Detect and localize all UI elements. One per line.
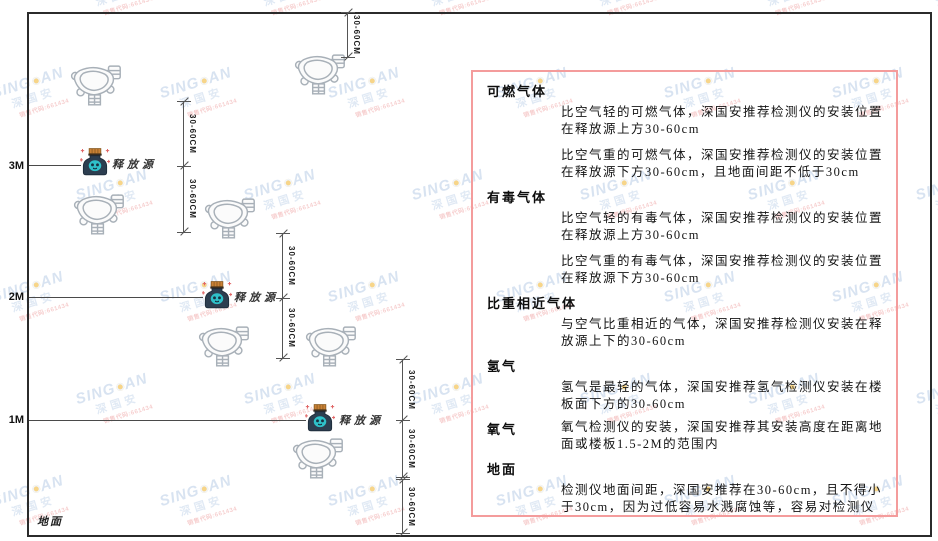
section-paragraph: 与空气比重相近的气体，深国安推荐检测仪安装在释放源上下的30-60cm [561,317,884,348]
section-paragraph: 氢气是最轻的气体，深国安推荐氢气检测仪安装在楼板面下方的30-60cm [561,380,884,411]
leader-line-2m [29,297,203,298]
dimension-line: 30-60CM [341,8,361,61]
dimension-line: 30-60CM [276,229,296,302]
dimension-line: 30-60CM [396,420,416,481]
ground-label: 地面 [37,516,63,528]
release-source-label: 释放源 [234,292,279,304]
dimension-label: 30-60CM [407,370,416,410]
section-oxygen: 氧气 氧气检测仪的安装，深国安推荐其安装高度在距离地面或楼板1.5-2M的范围内 [487,419,884,453]
dimension-label: 30-60CM [407,486,416,527]
gas-detector-icon [202,196,256,240]
section-paragraph: 检测仪地面间距，深国安推荐在30-60cm，且不得小于30cm，因为过低容易水溅… [561,483,882,514]
dimension-label: 30-60CM [287,308,296,348]
dimension-label: 30-60CM [188,179,197,219]
section-combustible-gas: 可燃气体 比空气轻的可燃气体，深国安推荐检测仪的安装位置在释放源上方30-60c… [487,81,884,181]
dimension-line: 30-60CM [177,97,197,170]
dimension-label: 30-60CM [287,246,296,286]
section-heading: 有毒气体 [487,190,548,205]
gas-detector-icon [68,63,122,107]
release-source-label: 释放源 [112,159,157,171]
section-heading: 地面 [487,462,518,477]
dimension-line: 30-60CM [177,166,197,236]
gas-detector-icon [292,52,346,96]
gas-detector-icon [303,324,357,368]
section-toxic-gas: 有毒气体 比空气轻的有毒气体，深国安推荐检测仪的安装位置在释放源上方30-60c… [487,187,884,287]
section-paragraph: 比空气重的可燃气体，深国安推荐检测仪的安装位置在释放源下方30-60cm，且地面… [561,148,884,179]
room-outline [27,12,932,537]
section-heading: 氢气 [487,359,518,374]
section-paragraph: 比空气重的有毒气体，深国安推荐检测仪的安装位置在释放源下方30-60cm [561,254,884,285]
release-source-icon [305,402,335,433]
height-label-2m: 2M [8,291,24,303]
leader-line-1m [29,420,306,421]
dimension-line: 30-60CM [396,355,416,424]
dimension-line: 30-60CM [276,298,296,362]
section-hydrogen: 氢气 氢气是最轻的气体，深国安推荐氢气检测仪安装在楼板面下方的30-60cm [487,356,884,413]
release-source-icon [80,146,110,177]
section-ground: 地面 检测仪地面间距，深国安推荐在30-60cm，且不得小于30cm，因为过低容… [487,459,884,515]
section-heading: 氧气 [487,422,518,437]
info-panel: 可燃气体 比空气轻的可燃气体，深国安推荐检测仪的安装位置在释放源上方30-60c… [471,70,898,517]
section-paragraph: 氧气检测仪的安装，深国安推荐其安装高度在距离地面或楼板1.5-2M的范围内 [561,420,884,451]
leader-line-3m [29,165,81,166]
section-paragraph: 比空气轻的有毒气体，深国安推荐检测仪的安装位置在释放源上方30-60cm [561,211,884,242]
release-source-label: 释放源 [339,415,384,427]
section-heading: 可燃气体 [487,84,548,99]
section-paragraph: 比空气轻的可燃气体，深国安推荐检测仪的安装位置在释放源上方30-60cm [561,105,884,136]
dimension-label: 30-60CM [188,114,197,154]
height-label-3m: 3M [8,160,24,172]
height-label-1m: 1M [8,414,24,426]
gas-detector-icon [71,192,125,236]
release-source-icon [202,279,232,310]
dimension-label: 30-60CM [407,428,416,469]
dimension-line: 30-60CM [396,475,416,537]
section-similar-density-gas: 比重相近气体 与空气比重相近的气体，深国安推荐检测仪安装在释放源上下的30-60… [487,293,884,350]
section-heading: 比重相近气体 [487,296,578,311]
gas-detector-icon [290,436,344,480]
gas-detector-icon [196,324,250,368]
dimension-label: 30-60CM [352,15,361,55]
